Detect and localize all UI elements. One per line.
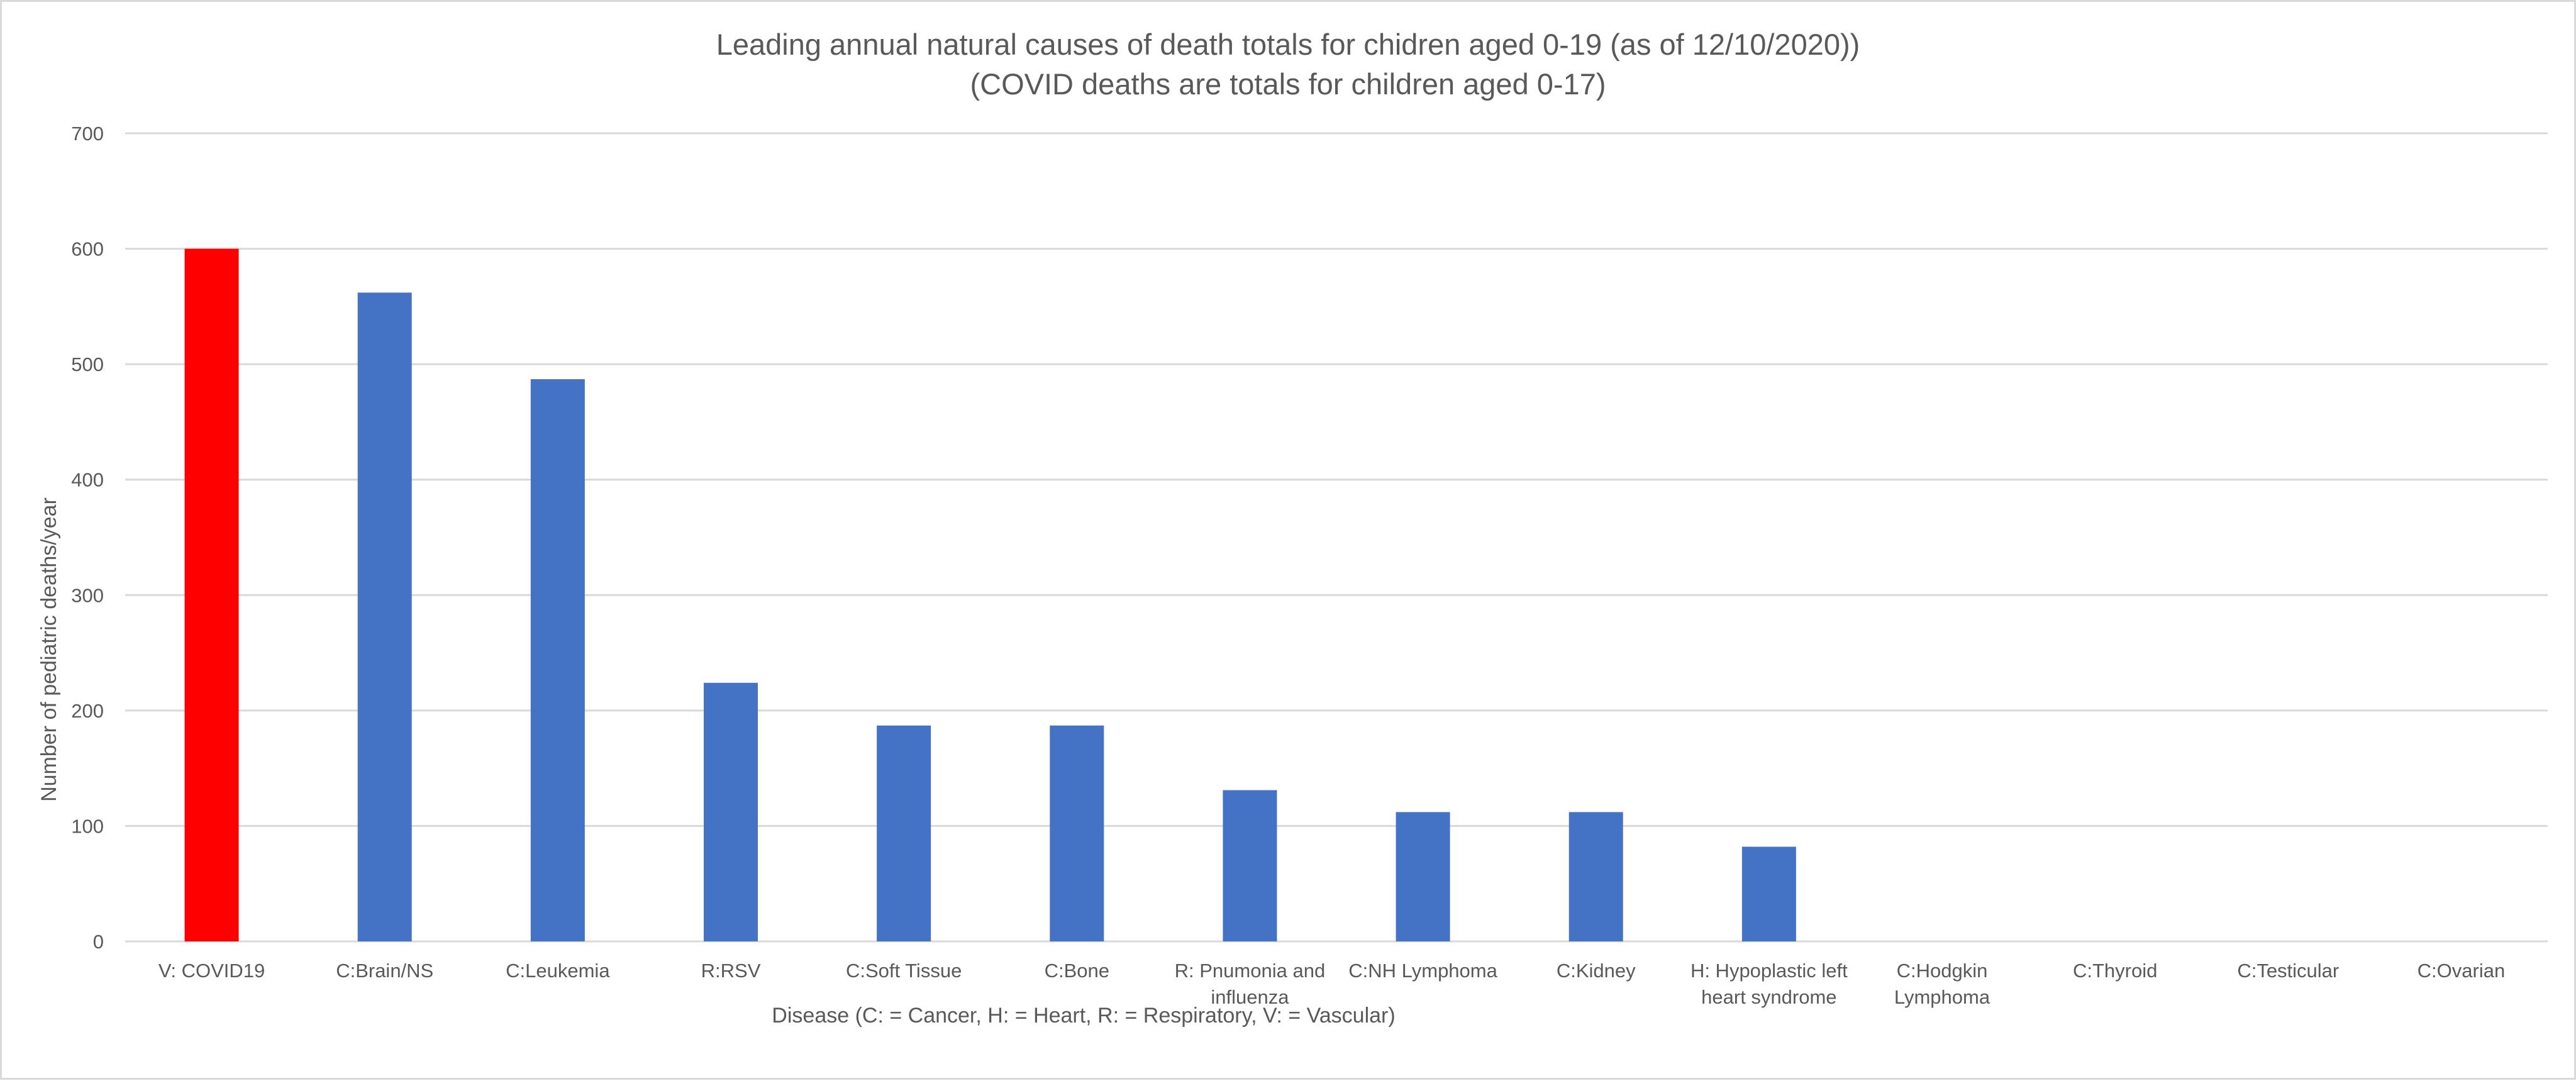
bar: [1223, 790, 1277, 941]
x-category-label-line: H: Hypoplastic left: [1690, 960, 1848, 982]
bar: [530, 379, 585, 941]
x-axis-label: Disease (C: = Cancer, H: = Heart, R: = R…: [772, 1004, 1395, 1028]
x-category-label-line: R:RSV: [701, 960, 761, 982]
x-category-label: C:Brain/NS: [336, 960, 433, 982]
x-category-label-line: V: COVID19: [158, 960, 265, 982]
x-category-label-line: C:Bone: [1045, 960, 1109, 982]
x-category-label: C:NH Lymphoma: [1348, 960, 1497, 982]
x-category-label: R: Pnumonia and influenza: [1175, 960, 1326, 1008]
x-category-label: C:Thyroid: [2073, 960, 2157, 982]
x-category-label-line: C:Soft Tissue: [846, 960, 962, 982]
x-category-label-line: C:Thyroid: [2073, 960, 2157, 982]
x-category-label: C:Bone: [1045, 960, 1109, 982]
x-category-label-line: C:Leukemia: [506, 960, 610, 982]
x-category-label: V: COVID19: [158, 960, 265, 982]
y-tick-label: 400: [71, 469, 104, 491]
bar: [877, 725, 931, 941]
x-category-label-line: C:Brain/NS: [336, 960, 433, 982]
x-category-label-line: R: Pnumonia and: [1175, 960, 1326, 982]
y-axis-label: Number of pediatric deaths/year: [37, 497, 61, 802]
bar: [357, 292, 412, 941]
bar: [184, 248, 239, 942]
bar: [1050, 725, 1104, 941]
x-category-label: H: Hypoplastic left heart syndrome: [1690, 960, 1848, 1008]
x-category-label: C:Testicular: [2237, 960, 2339, 982]
x-category-label-line: Lymphoma: [1894, 986, 1990, 1008]
gridlines: [125, 132, 2548, 943]
y-tick-label: 500: [71, 353, 104, 375]
x-category-label: R:RSV: [701, 960, 761, 982]
y-tick-label: 200: [71, 700, 104, 722]
x-category-label-line: C:NH Lymphoma: [1348, 960, 1497, 982]
y-tick-label: 600: [71, 238, 104, 260]
x-category-label: C:Hodgkin Lymphoma: [1894, 960, 1990, 1008]
y-tick-label: 100: [71, 815, 104, 837]
x-category-label-line: influenza: [1211, 986, 1289, 1008]
y-tick-label: 300: [71, 584, 104, 606]
x-axis-categories: V: COVID19 C:Brain/NS C:Leukemia R:RSV C:Sof…: [158, 960, 2505, 1008]
bar: [1741, 846, 1796, 941]
x-category-label: C:Soft Tissue: [846, 960, 962, 982]
bar: [1396, 812, 1450, 941]
x-category-label-line: C:Testicular: [2237, 960, 2339, 982]
x-category-label: C:Kidney: [1557, 960, 1636, 982]
y-tick-label: 0: [93, 931, 104, 953]
x-category-label: C:Leukemia: [506, 960, 610, 982]
x-category-label: C:Ovarian: [2418, 960, 2506, 982]
y-tick-label: 700: [71, 123, 104, 145]
y-axis-ticks: 0 100 200 300 400 500 600 700: [71, 123, 104, 953]
chart-subtitle: (COVID deaths are totals for children ag…: [970, 67, 1606, 101]
x-category-label-line: C:Hodgkin: [1897, 960, 1988, 982]
chart-title: Leading annual natural causes of death t…: [716, 28, 1860, 61]
bar: [704, 682, 758, 941]
bars: [184, 248, 1796, 942]
bar: [1568, 812, 1623, 941]
x-category-label-line: heart syndrome: [1701, 986, 1836, 1008]
x-category-label-line: C:Ovarian: [2418, 960, 2506, 982]
x-category-label-line: C:Kidney: [1557, 960, 1636, 982]
